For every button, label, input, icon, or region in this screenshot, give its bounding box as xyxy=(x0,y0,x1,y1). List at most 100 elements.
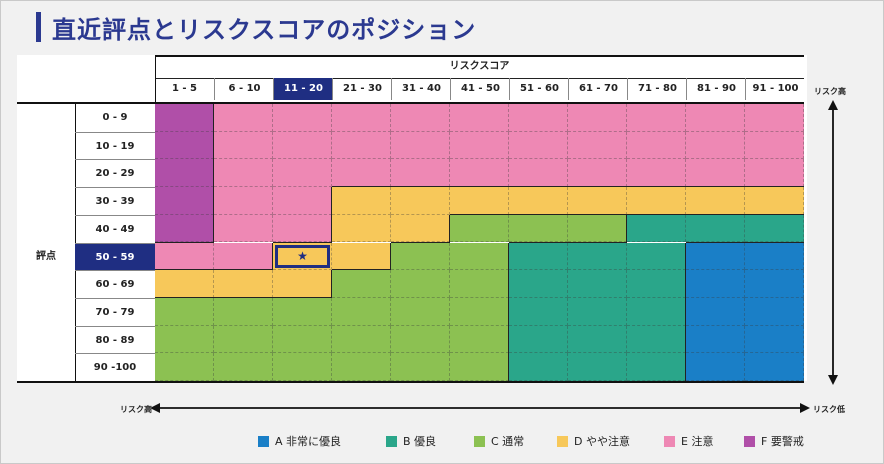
zone-boundary xyxy=(508,242,509,271)
heatmap-cell xyxy=(509,353,568,381)
heatmap-cell xyxy=(155,159,214,188)
y-axis-title: 評点 xyxy=(36,250,56,262)
zone-boundary xyxy=(213,159,214,188)
heatmap-cell xyxy=(568,214,627,243)
heatmap-cell xyxy=(745,104,804,132)
zone-boundary xyxy=(332,186,391,188)
heatmap-cell xyxy=(332,214,391,243)
heatmap-cell xyxy=(686,214,745,243)
heatmap-cell xyxy=(155,297,214,326)
zone-boundary xyxy=(155,269,214,271)
zone-boundary xyxy=(273,241,332,243)
zone-boundary xyxy=(508,353,509,381)
zone-boundary xyxy=(391,241,450,243)
zone-boundary xyxy=(450,186,509,188)
heatmap-cell xyxy=(391,187,450,215)
row-header: 10 - 19 xyxy=(75,131,155,161)
vertical-axis-arrow xyxy=(828,100,838,385)
column-header: 1 - 5 xyxy=(171,83,198,94)
heatmap-cell xyxy=(509,104,568,132)
zone-boundary xyxy=(568,241,627,243)
heatmap-cell xyxy=(273,159,332,188)
heatmap-cell xyxy=(332,325,391,354)
zone-boundary xyxy=(508,297,509,326)
heatmap-cell xyxy=(686,325,745,354)
zone-boundary xyxy=(332,269,391,271)
legend-item: D やや注意 xyxy=(557,434,630,448)
heatmap-cell xyxy=(568,242,627,271)
row-header: 60 - 69 xyxy=(75,270,155,299)
heatmap-cell xyxy=(214,353,273,381)
heatmap-cell xyxy=(391,297,450,326)
legend-swatch xyxy=(474,435,485,447)
zone-boundary xyxy=(686,241,745,243)
heatmap-cell xyxy=(627,159,686,188)
row-header: 40 - 49 xyxy=(75,214,155,244)
zone-boundary xyxy=(685,242,686,271)
heatmap-cell xyxy=(686,297,745,326)
heatmap-cell xyxy=(686,131,745,160)
heatmap-cell xyxy=(332,159,391,188)
zone-boundary xyxy=(568,186,627,188)
heatmap-cell xyxy=(509,131,568,160)
legend-label: F 要警戒 xyxy=(761,435,804,448)
heatmap-cell xyxy=(155,325,214,354)
column-header: 41 - 50 xyxy=(450,78,510,100)
heatmap-cell xyxy=(568,325,627,354)
legend-item: E 注意 xyxy=(664,434,713,448)
row-header: 0 - 9 xyxy=(102,112,128,123)
legend-item: B 優良 xyxy=(386,434,436,448)
legend-label: E 注意 xyxy=(681,435,714,448)
column-header: 61 - 70 xyxy=(568,78,628,100)
heatmap-cell xyxy=(509,214,568,243)
heatmap-cell xyxy=(273,214,332,243)
zone-boundary xyxy=(391,186,450,188)
heatmap-cell xyxy=(214,131,273,160)
zone-boundary xyxy=(509,213,568,215)
heatmap-cell xyxy=(686,270,745,298)
zone-boundary xyxy=(685,353,686,381)
zone-boundary xyxy=(155,296,214,298)
page-title: 直近評点とリスクスコアのポジション xyxy=(52,16,477,44)
zone-boundary xyxy=(273,296,332,298)
zone-boundary xyxy=(685,270,686,298)
heatmap-cell xyxy=(686,159,745,188)
heatmap-cell xyxy=(450,270,509,298)
heatmap-cell xyxy=(155,242,214,271)
heatmap-cell xyxy=(391,131,450,160)
legend-swatch xyxy=(258,435,269,447)
legend-label: C 通常 xyxy=(491,435,525,448)
grid-bottom-rule xyxy=(17,381,804,383)
zone-boundary xyxy=(213,214,214,243)
heatmap-cell xyxy=(627,187,686,215)
zone-boundary xyxy=(390,242,391,271)
row-header: 70 - 79 xyxy=(75,297,155,327)
heatmap-cell xyxy=(391,104,450,132)
column-header: 51 - 60 xyxy=(509,78,569,100)
heatmap-cell xyxy=(273,297,332,326)
zone-boundary xyxy=(331,187,332,215)
heatmap-cell xyxy=(155,131,214,160)
heatmap-cell xyxy=(450,159,509,188)
heatmap-cell xyxy=(214,270,273,298)
heatmap-cell xyxy=(627,104,686,132)
column-header: 81 - 90 xyxy=(686,78,746,100)
heatmap-cell xyxy=(155,187,214,215)
heatmap-cell xyxy=(745,270,804,298)
row-header: 50 - 59 xyxy=(75,242,155,272)
heatmap-cell xyxy=(450,325,509,354)
heatmap-cell xyxy=(509,297,568,326)
heatmap-cell xyxy=(273,131,332,160)
heatmap-cell xyxy=(509,325,568,354)
zone-boundary xyxy=(272,242,273,271)
heatmap-cell xyxy=(686,242,745,271)
zone-boundary xyxy=(214,269,273,271)
legend-item: C 通常 xyxy=(474,434,524,448)
heatmap-cell xyxy=(332,187,391,215)
title-accent-bar xyxy=(36,12,41,42)
legend-label: B 優良 xyxy=(403,435,437,448)
heatmap-cell xyxy=(627,325,686,354)
heatmap-cell xyxy=(332,297,391,326)
heatmap-cell xyxy=(568,131,627,160)
zone-boundary xyxy=(213,187,214,215)
